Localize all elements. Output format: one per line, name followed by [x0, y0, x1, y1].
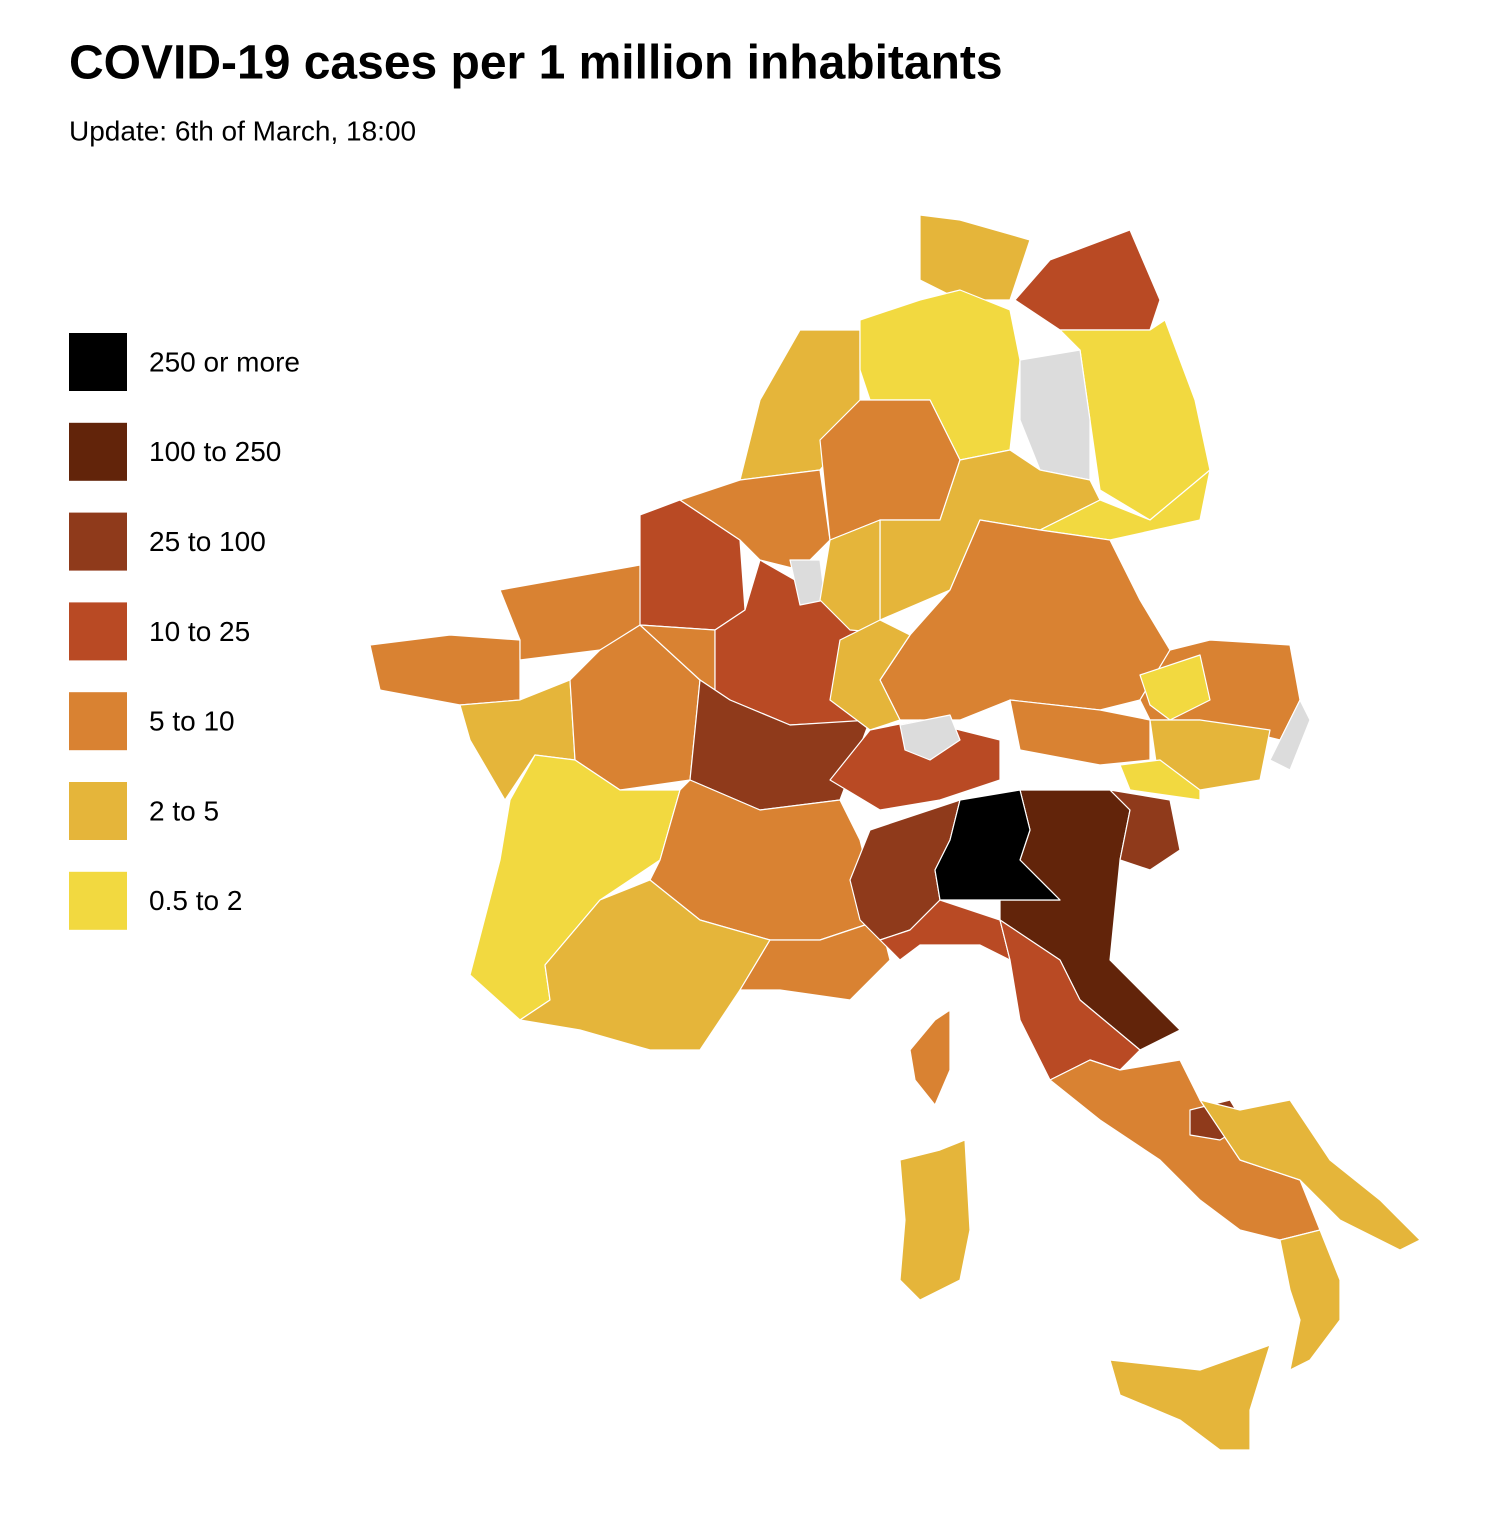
legend-swatch	[69, 692, 127, 751]
region-no-data	[1019, 349, 1091, 481]
map	[369, 214, 1421, 1451]
region	[879, 449, 1101, 621]
legend-swatch	[69, 512, 127, 571]
region	[909, 1009, 951, 1106]
region	[1139, 654, 1211, 721]
region	[679, 469, 831, 571]
legend-label: 10 to 25	[149, 616, 250, 647]
region	[829, 719, 1001, 811]
region	[1014, 229, 1161, 331]
legend-label: 25 to 100	[149, 526, 266, 557]
legend-label: 0.5 to 2	[149, 885, 242, 916]
legend-swatch	[69, 422, 127, 481]
title: COVID-19 cases per 1 million inhabitants	[69, 37, 1003, 90]
legend-swatch	[69, 782, 127, 840]
region	[519, 879, 771, 1051]
region	[899, 1139, 971, 1301]
region	[1199, 1099, 1421, 1251]
region-no-data	[899, 714, 961, 761]
region	[1109, 1344, 1271, 1451]
region	[829, 619, 911, 731]
legend-swatch	[69, 333, 127, 391]
legend-swatch	[69, 871, 127, 930]
region	[739, 919, 891, 1001]
region	[919, 214, 1031, 301]
region	[1119, 759, 1201, 801]
subtitle: Update: 6th of March, 18:00	[69, 115, 416, 146]
region	[1279, 1229, 1341, 1371]
legend-label: 5 to 10	[149, 706, 235, 737]
legend-label: 250 or more	[149, 346, 300, 377]
region	[1049, 1059, 1321, 1241]
region	[934, 789, 1061, 901]
legend: 250 or more 100 to 250 25 to 100 10 to 25 5 …	[69, 333, 300, 930]
region	[819, 399, 961, 541]
region	[369, 634, 521, 706]
legend-label: 100 to 250	[149, 436, 281, 467]
legend-label: 2 to 5	[149, 795, 219, 826]
region	[1009, 699, 1151, 766]
region	[1109, 789, 1181, 871]
region-no-data	[1269, 699, 1311, 771]
legend-swatch	[69, 602, 127, 661]
